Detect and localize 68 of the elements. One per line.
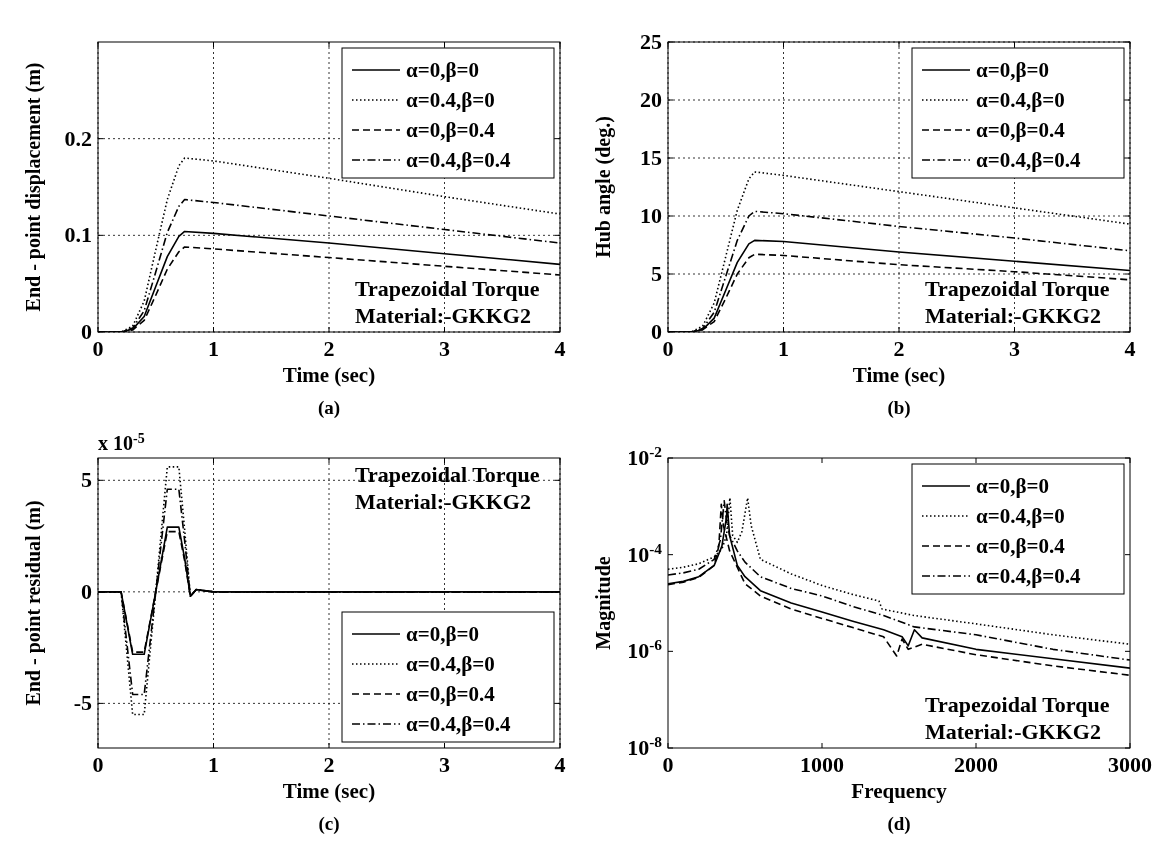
x-tick-label: 3 — [1009, 336, 1020, 361]
annotation: Trapezoidal Torque — [925, 692, 1110, 717]
y-tick-label: 10$^{-2}$ — [627, 442, 663, 470]
x-tick-label: 1000 — [800, 752, 844, 777]
legend-label: α=0.4,β=0.4 — [406, 712, 511, 736]
legend-label: α=0,β=0 — [976, 474, 1049, 498]
y-axis-title: End - point displacement (m) — [22, 62, 45, 312]
legend-label: α=0,β=0.4 — [976, 534, 1066, 558]
x-tick-label: 4 — [1124, 336, 1136, 361]
x-tick-label: 1 — [208, 752, 219, 777]
legend-label: α=0,β=0.4 — [976, 118, 1066, 142]
y-tick-label: -5 — [73, 690, 92, 716]
annotation: Material:-GKKG2 — [925, 303, 1101, 328]
x-tick-label: 2 — [323, 336, 335, 361]
legend-label: α=0,β=0 — [406, 58, 479, 82]
y-tick-label: 10$^{-4}$ — [627, 539, 663, 567]
legend-label: α=0,β=0 — [976, 58, 1049, 82]
legend-label: α=0,β=0 — [406, 622, 479, 646]
text: (b) — [887, 397, 911, 419]
x-tick-label: 4 — [554, 336, 566, 361]
y-tick-label: 0.1 — [64, 222, 92, 248]
legend-label: α=0,β=0.4 — [406, 118, 496, 142]
x-axis-title: Frequency — [851, 779, 948, 803]
legend-label: α=0.4,β=0 — [976, 504, 1065, 528]
x-tick-label: 2 — [323, 752, 335, 777]
legend-label: α=0.4,β=0 — [406, 652, 495, 676]
y-tick-label: 5 — [651, 261, 662, 286]
x-tick-label: 3 — [439, 336, 450, 361]
text: x 10$^{-5}$ — [98, 430, 145, 454]
annotation: Trapezoidal Torque — [925, 276, 1110, 301]
x-tick-label: 1 — [778, 336, 789, 361]
y-axis-title: Magnitude — [592, 556, 615, 650]
legend-label: α=0.4,β=0.4 — [976, 564, 1081, 588]
legend-label: α=0.4,β=0.4 — [976, 148, 1081, 172]
legend-label: α=0.4,β=0 — [976, 88, 1065, 112]
y-tick-label: 0.2 — [64, 125, 92, 151]
x-axis-title: Time (sec) — [852, 363, 946, 387]
x-tick-label: 2 — [893, 336, 905, 361]
text: (d) — [887, 813, 911, 835]
text: (c) — [318, 813, 340, 835]
legend-label: α=0.4,β=0.4 — [406, 148, 511, 172]
y-tick-label: 0 — [81, 319, 92, 344]
annotation: Material:-GKKG2 — [355, 303, 531, 328]
y-tick-label: 10$^{-6}$ — [627, 635, 663, 664]
x-tick-label: 1 — [208, 336, 219, 361]
x-axis-title: Time (sec) — [282, 363, 376, 387]
annotation: Material:-GKKG2 — [925, 719, 1101, 744]
x-axis-title: Time (sec) — [282, 779, 376, 803]
y-axis-title: End - point residual (m) — [22, 500, 45, 706]
y-tick-label: 25 — [640, 29, 662, 54]
y-tick-label: 10$^{-8}$ — [627, 732, 663, 760]
text: (a) — [317, 397, 341, 419]
x-tick-label: 3000 — [1108, 752, 1152, 777]
annotation: Material:-GKKG2 — [355, 489, 531, 514]
y-tick-label: 20 — [640, 87, 662, 112]
y-tick-label: 10 — [640, 203, 662, 228]
y-tick-label: 15 — [640, 145, 662, 170]
legend-label: α=0.4,β=0 — [406, 88, 495, 112]
y-tick-label: 0 — [81, 578, 92, 604]
x-tick-label: 3 — [439, 752, 450, 777]
legend-label: α=0,β=0.4 — [406, 682, 496, 706]
annotation: Trapezoidal Torque — [355, 276, 540, 301]
x-tick-label: 2000 — [954, 752, 998, 777]
y-tick-label: 5 — [81, 467, 92, 493]
x-tick-label: 4 — [554, 752, 566, 777]
y-axis-title: Hub angle (deg.) — [592, 116, 615, 258]
y-tick-label: 0 — [651, 319, 662, 344]
annotation: Trapezoidal Torque — [355, 462, 540, 487]
